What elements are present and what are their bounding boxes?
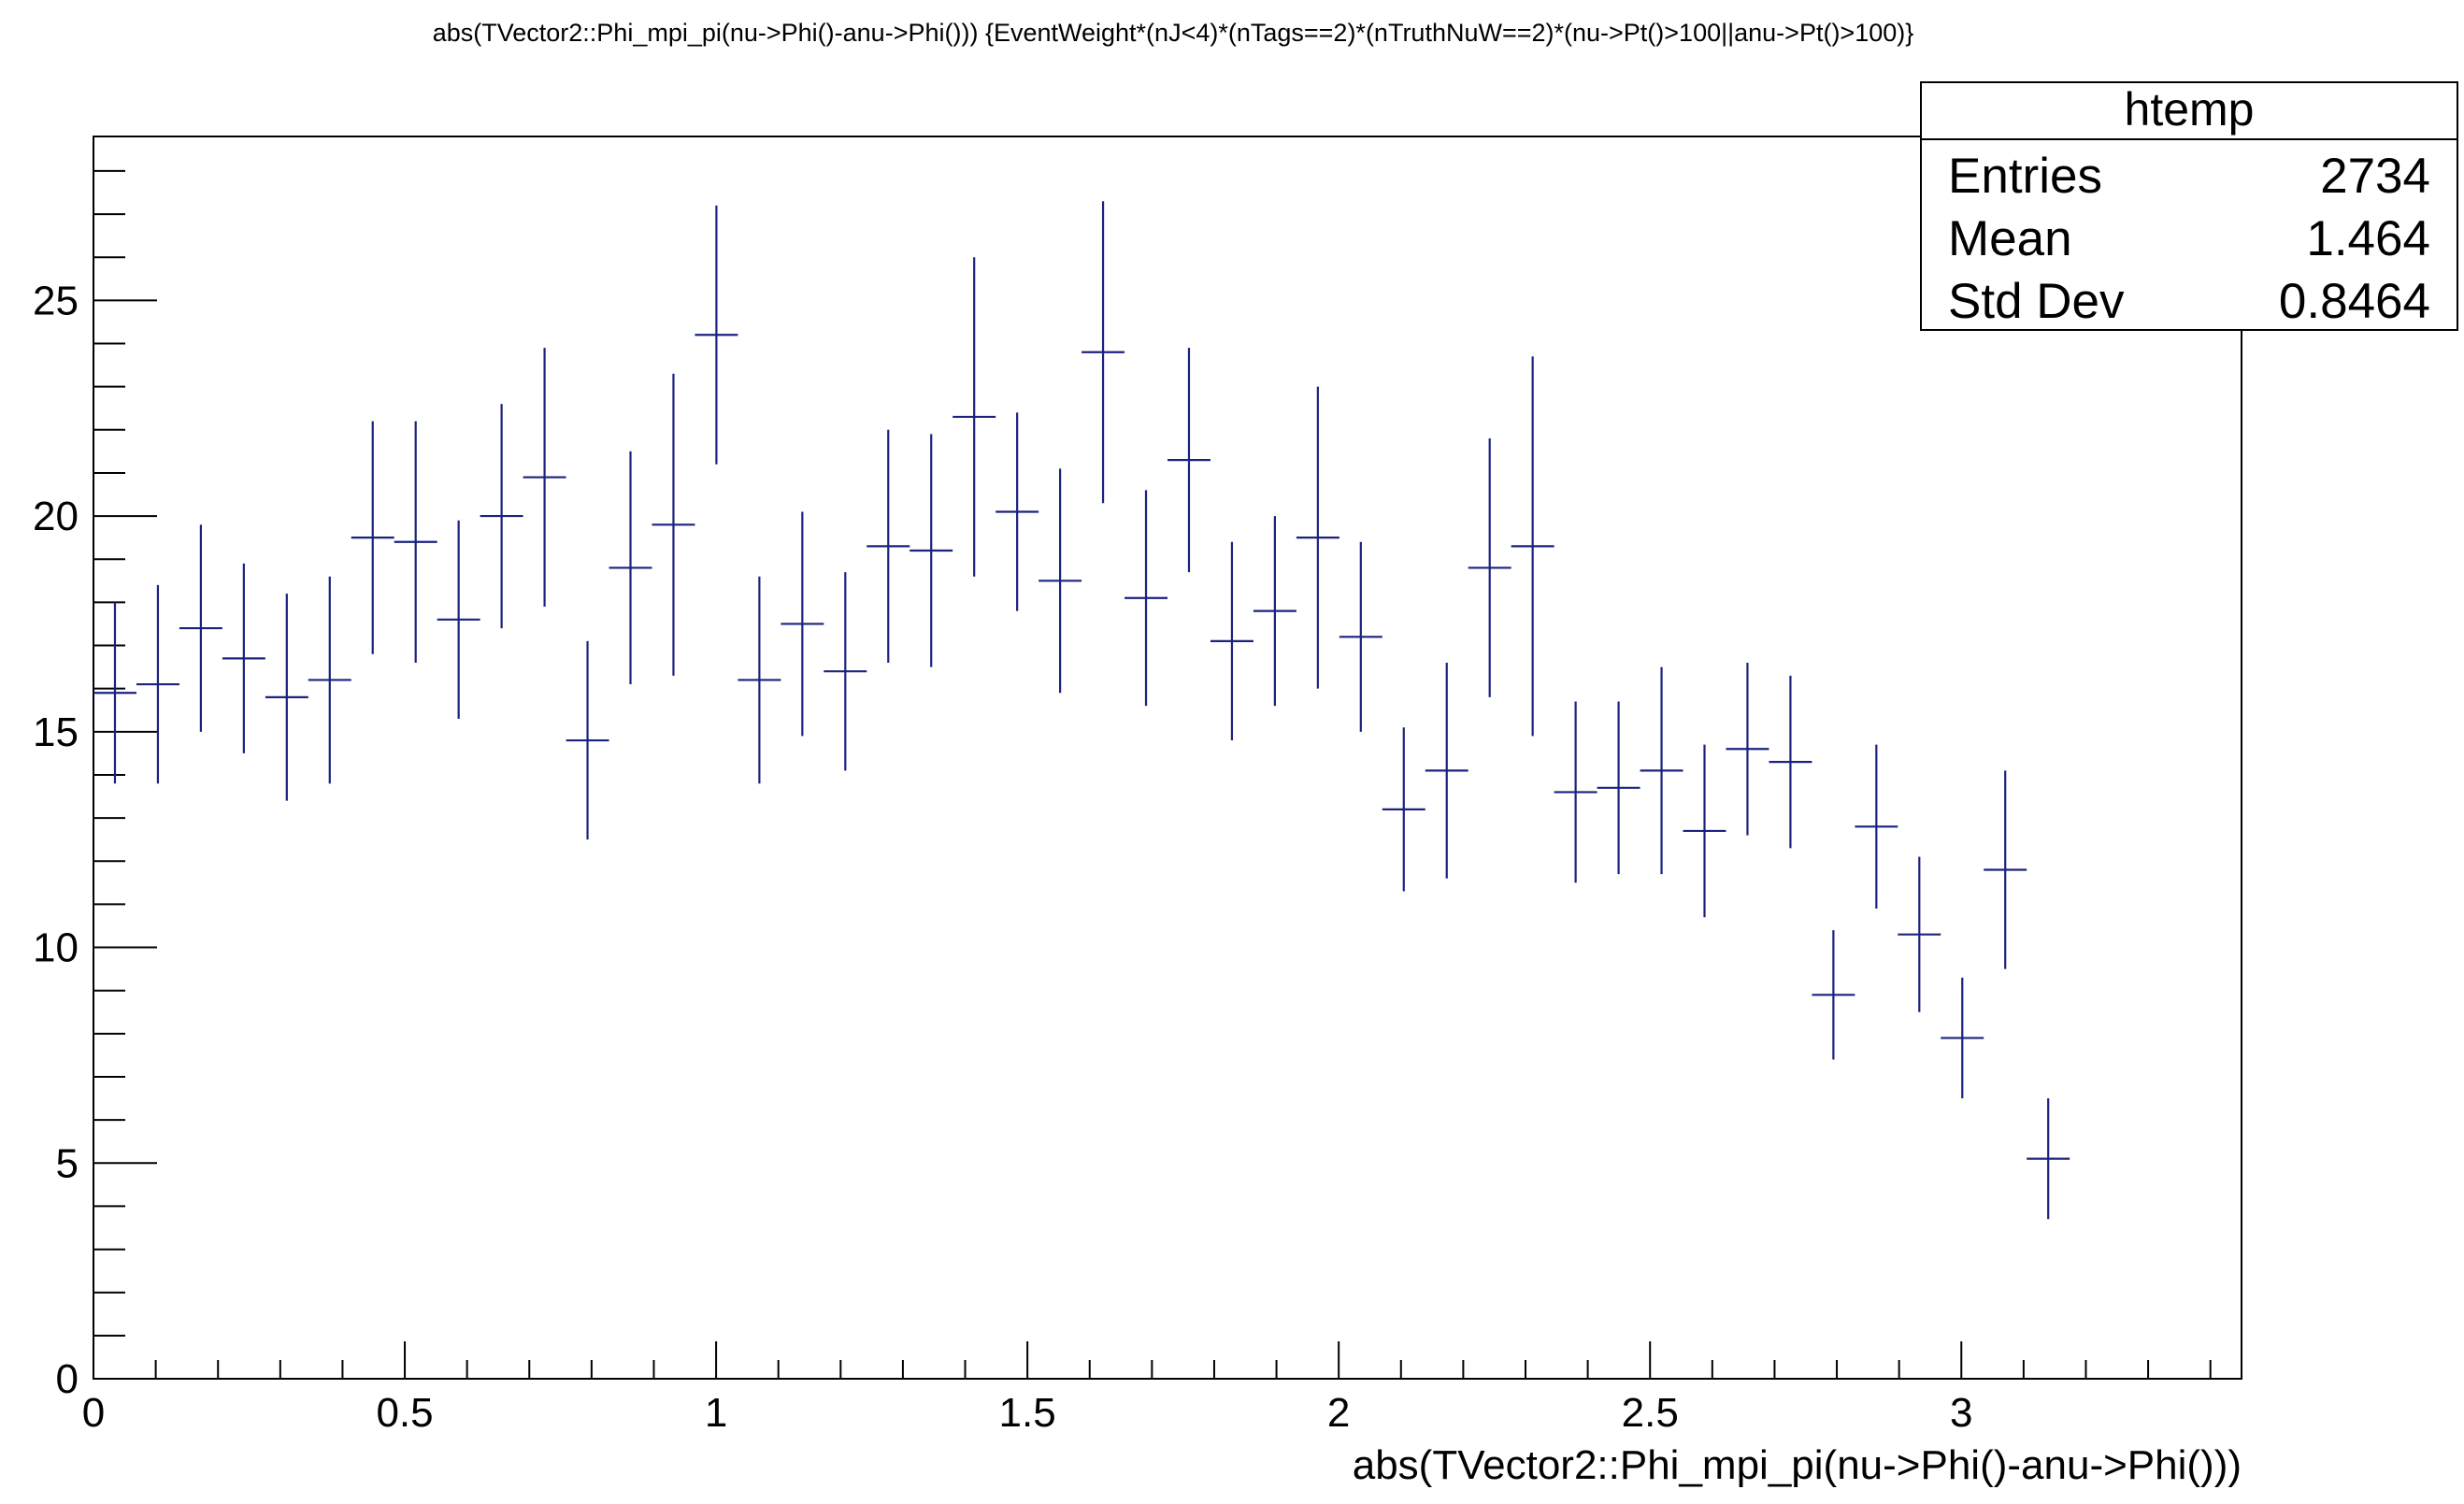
data-point (695, 205, 738, 465)
stats-mean-value: 1.464 (2306, 211, 2430, 266)
stats-entries-value: 2734 (2320, 149, 2430, 204)
data-point (394, 421, 437, 663)
y-tick-label: 20 (33, 494, 79, 539)
x-tick-label: 0.5 (376, 1390, 433, 1436)
data-point (953, 257, 996, 577)
stats-entries-label: Entries (1948, 149, 2102, 204)
data-point (308, 576, 351, 784)
stats-box-title: htemp (2125, 83, 2255, 136)
data-point (1683, 744, 1726, 918)
data-point (179, 524, 222, 732)
x-axis-label: abs(TVector2::Phi_mpi_pi(nu->Phi()-anu->… (1353, 1442, 2242, 1488)
data-point (1597, 701, 1640, 875)
data-point (1082, 201, 1125, 504)
data-point (1812, 930, 1855, 1060)
data-point (1168, 348, 1211, 573)
stats-stddev-label: Std Dev (1948, 274, 2125, 329)
data-point (1210, 541, 1253, 741)
x-tick-label: 1 (705, 1390, 727, 1436)
data-point (351, 421, 394, 654)
data-point (652, 373, 695, 676)
data-point (523, 348, 566, 607)
y-axis: 0 5 10 15 20 25 (33, 169, 157, 1402)
x-tick-label: 2.5 (1622, 1390, 1679, 1436)
x-tick-label: 2 (1327, 1390, 1350, 1436)
data-point (1898, 856, 1941, 1012)
stats-box-frame (1920, 81, 2458, 331)
y-tick-label: 25 (33, 278, 79, 323)
data-point (93, 602, 136, 784)
data-point (1382, 727, 1425, 892)
data-point (1039, 468, 1082, 694)
x-tick-label: 1.5 (999, 1390, 1056, 1436)
data-point (867, 429, 910, 663)
data-point (265, 594, 308, 801)
x-axis: 0 0.5 1 1.5 2 2.5 3 (82, 1341, 2212, 1436)
data-point (1941, 977, 1984, 1099)
data-point (609, 451, 652, 685)
data-point (1296, 386, 1339, 689)
data-point (566, 640, 609, 840)
data-point (1468, 438, 1511, 697)
plot-frame (93, 136, 2242, 1380)
data-point (1855, 744, 1898, 910)
y-tick-label: 0 (56, 1356, 79, 1402)
stats-stddev-value: 0.8464 (2279, 274, 2430, 329)
data-point (824, 572, 867, 771)
x-tick-label: 0 (82, 1390, 105, 1436)
data-point (437, 520, 480, 719)
data-point (480, 404, 523, 629)
data-point (1726, 662, 1769, 836)
data-point (1125, 490, 1168, 707)
x-tick-label: 3 (1950, 1390, 1972, 1436)
y-tick-label: 5 (56, 1140, 79, 1186)
data-point (781, 511, 824, 737)
data-point (1769, 675, 1812, 849)
data-point (1425, 662, 1468, 879)
chart-title: abs(TVector2::Phi_mpi_pi(nu->Phi()-anu->… (433, 19, 1914, 47)
data-point (136, 584, 179, 784)
stats-box: htemp Entries 2734 Mean 1.464 Std Dev 0.… (1920, 81, 2458, 331)
data-point (996, 412, 1039, 611)
data-point (1640, 666, 1683, 875)
data-point (1253, 516, 1296, 707)
data-point (1984, 770, 2027, 969)
data-point (910, 434, 953, 667)
data-point (2027, 1098, 2070, 1220)
y-tick-label: 10 (33, 925, 79, 971)
data-points (93, 201, 2070, 1220)
data-point (1554, 701, 1597, 883)
data-point (738, 576, 781, 784)
data-point (1339, 541, 1382, 732)
stats-mean-label: Mean (1948, 211, 2072, 266)
data-point (222, 563, 265, 753)
data-point (1511, 356, 1554, 737)
y-tick-label: 15 (33, 709, 79, 755)
